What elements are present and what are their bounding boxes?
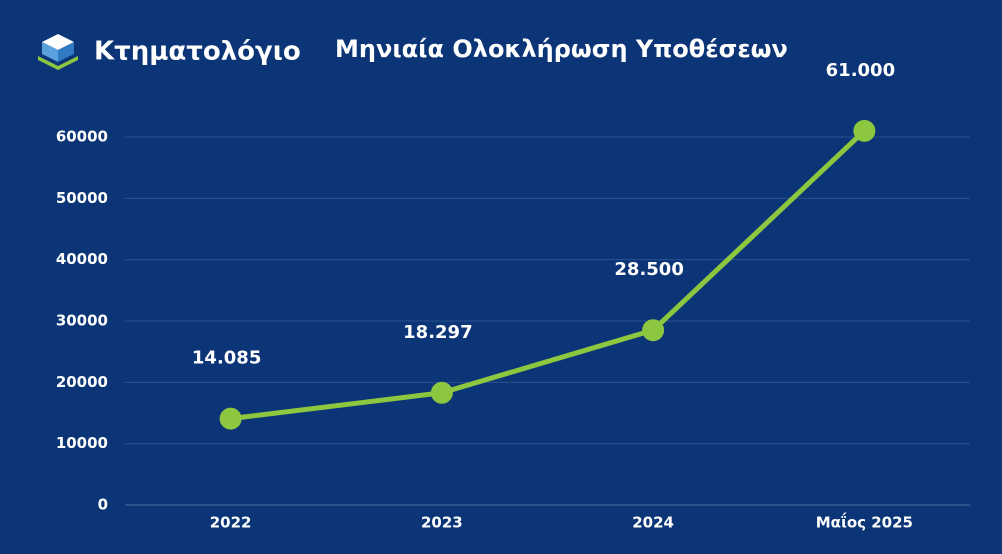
brand-name: Κτηματολόγιο (94, 37, 301, 67)
y-tick-label: 20000 (56, 373, 108, 391)
y-tick-label: 50000 (56, 189, 108, 207)
value-label: 61.000 (826, 60, 895, 81)
chart-title: Μηνιαία Ολοκλήρωση Υποθέσεων (335, 35, 788, 63)
y-tick-label: 40000 (56, 250, 108, 268)
y-tick-label: 60000 (56, 128, 108, 146)
y-tick-label: 10000 (56, 434, 108, 452)
x-tick-label: 2022 (210, 514, 252, 532)
x-tick-label: 2023 (421, 514, 463, 532)
point (219, 407, 242, 430)
point (642, 319, 665, 342)
value-label: 18.297 (403, 322, 472, 343)
logo-icon (38, 34, 78, 70)
y-tick-label: 30000 (56, 312, 108, 330)
x-tick-label: 2024 (632, 514, 674, 532)
value-label: 28.500 (614, 259, 683, 280)
value-label: 14.085 (192, 348, 261, 369)
x-tick-label: Μαΐος 2025 (816, 512, 913, 532)
line (230, 129, 867, 422)
y-tick-label: 0 (98, 496, 108, 514)
point (430, 381, 453, 404)
point (853, 119, 876, 142)
